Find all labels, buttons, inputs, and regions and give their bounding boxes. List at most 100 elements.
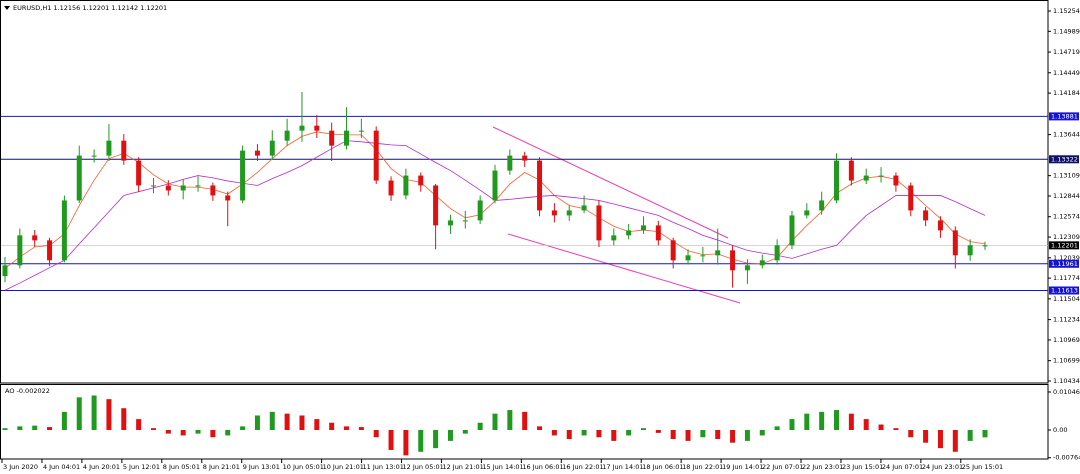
x-tick-label: 10 Jun 05:01	[283, 463, 324, 471]
ao-bar	[165, 429, 171, 434]
candle-body	[2, 265, 8, 277]
ao-bar	[566, 429, 572, 440]
ao-bar	[700, 429, 706, 438]
ao-bar	[596, 429, 602, 438]
x-tick-label: 12 Jun 05:01	[403, 463, 444, 471]
candle-body	[596, 205, 602, 241]
ao-bar	[358, 427, 364, 430]
ao-bar	[195, 429, 201, 434]
candle-body	[908, 185, 914, 211]
y-tick-label: -0.007641	[1053, 454, 1080, 462]
ao-bar	[47, 427, 53, 430]
x-tick-label: 16 Jun 22:01	[562, 463, 603, 471]
y-tick-label: 1.11774	[1053, 274, 1080, 282]
ao-bar	[136, 419, 142, 430]
main-frame	[0, 0, 1049, 384]
candle-body	[626, 230, 632, 236]
candle-body	[700, 255, 706, 257]
x-tick-label: 24 Jun 23:01	[922, 463, 963, 471]
ao-bar	[225, 429, 231, 436]
y-tick-label: 1.11234	[1053, 316, 1080, 324]
candle-body	[477, 200, 483, 221]
candle-body	[136, 160, 142, 186]
candle-body	[47, 240, 53, 261]
ao-bar	[923, 429, 929, 443]
x-tick-label: 22 Jun 07:01	[762, 463, 803, 471]
candle-body	[447, 220, 453, 226]
x-tick-label: 23 Jun 15:01	[842, 463, 883, 471]
x-tick-label: 16 Jun 06:01	[522, 463, 563, 471]
ao-bar	[433, 429, 439, 449]
candle-body	[388, 180, 394, 196]
candle-body	[269, 140, 275, 156]
ao-bar	[640, 428, 646, 430]
level-label-box	[1049, 286, 1079, 295]
ao-bar	[878, 424, 884, 430]
level-label-box	[1049, 259, 1079, 268]
candle-body	[91, 155, 97, 157]
candle-body	[225, 195, 231, 201]
ao-frame	[0, 384, 1049, 460]
y-tick-label: 1.12844	[1053, 192, 1080, 200]
ao-bar	[819, 411, 825, 430]
x-tick-label: 12 Jun 21:01	[442, 463, 483, 471]
candle-body	[566, 210, 572, 216]
x-tick-label: 4 Jun 20:01	[83, 463, 120, 471]
ao-bar	[91, 395, 97, 430]
ao-bar	[121, 408, 127, 430]
candle-body	[240, 150, 246, 201]
ao-bar	[254, 415, 260, 430]
y-tick-label: 1.10434	[1053, 377, 1080, 385]
x-tick-label: 3 Jun 2020	[3, 463, 38, 471]
ao-bar	[744, 429, 750, 441]
ao-bar	[314, 419, 320, 430]
x-tick-label: 18 Jun 22:01	[682, 463, 723, 471]
ao-bar	[982, 429, 988, 438]
ao-bar	[329, 422, 335, 430]
candle-body	[819, 200, 825, 211]
candle-body	[284, 130, 290, 141]
candle-body	[299, 125, 305, 131]
candle-body	[462, 220, 468, 222]
candle-body	[982, 245, 988, 247]
x-tick-label: 10 Jun 21:01	[323, 463, 364, 471]
candle-body	[863, 175, 869, 181]
level-label-box	[1049, 155, 1079, 164]
level-label: 1.13322	[1051, 155, 1078, 163]
candle-body	[967, 245, 973, 256]
candle-body	[804, 210, 810, 216]
candle-body	[507, 155, 513, 171]
ao-bar	[492, 413, 498, 430]
candle-body	[373, 130, 379, 181]
ao-bar	[403, 429, 409, 456]
level-label: 1.13881	[1051, 112, 1078, 120]
candle-body	[403, 175, 409, 196]
ao-bar	[626, 429, 632, 436]
x-tick-label: 25 Jun 15:01	[962, 463, 1003, 471]
x-tick-label: 5 Jun 12:01	[123, 463, 160, 471]
candle-body	[537, 160, 543, 211]
ao-bar	[418, 429, 424, 452]
x-tick-label: 22 Jun 23:01	[802, 463, 843, 471]
candle-body	[655, 225, 661, 241]
ao-bar	[344, 426, 350, 430]
ao-bar	[106, 399, 112, 430]
y-tick-label: 1.15254	[1053, 7, 1080, 15]
y-tick-label: 1.12574	[1053, 213, 1080, 221]
ao-bar	[522, 411, 528, 430]
ao-bar	[373, 429, 379, 438]
x-tick-label: 8 Jun 05:01	[163, 463, 200, 471]
ao-bar	[952, 429, 958, 452]
x-tick-label: 24 Jun 07:01	[882, 463, 923, 471]
y-tick-label: 1.13109	[1053, 172, 1080, 180]
candle-body	[418, 175, 424, 186]
ao-bar	[834, 410, 840, 430]
y-tick-label: 1.14719	[1053, 48, 1080, 56]
ao-bar	[61, 411, 67, 430]
candle-body	[344, 130, 350, 146]
ao-bar	[908, 429, 914, 438]
ao-bar	[537, 426, 543, 430]
candle-body	[670, 240, 676, 261]
